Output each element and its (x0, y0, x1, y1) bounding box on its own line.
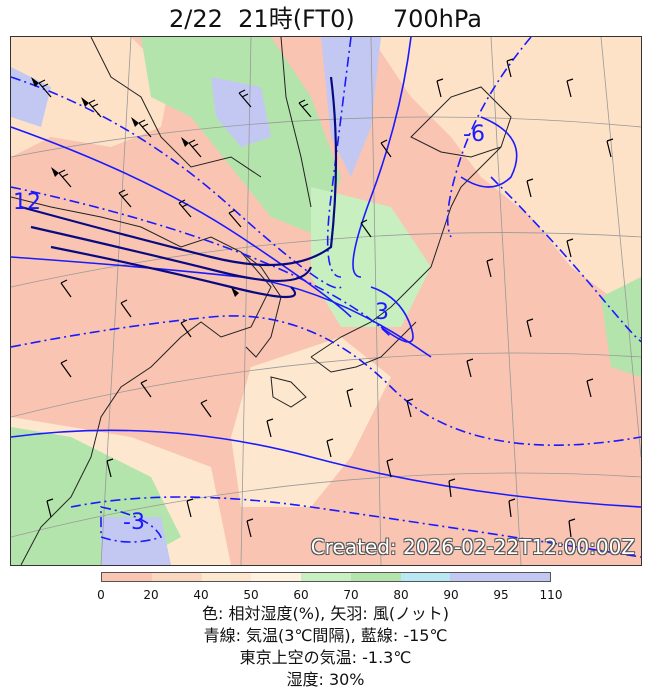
contour-label-minus3-center: 3 (375, 300, 389, 325)
legend-line-tokyo-temp: 東京上空の気温: -1.3℃ (239, 648, 412, 667)
colorbar-tick-label: 95 (493, 588, 509, 602)
contour-label-minus3-sw: -3 (123, 510, 145, 535)
colorbar-tick-label: 110 (539, 588, 563, 602)
colorbar-tick-label: 60 (293, 588, 309, 602)
minus15-contours (20, 76, 338, 299)
colorbar-segment (301, 573, 351, 581)
colorbar-tick-label: 0 (97, 588, 105, 602)
colorbar-ticks: 0 20 40 50 60 70 80 90 95 110 (0, 588, 651, 602)
wind-barb-pennants (31, 77, 239, 297)
humidity-colorbar (101, 572, 551, 582)
graticule (11, 37, 641, 565)
contour-label-12: 12 (13, 190, 41, 215)
colorbar-segment (400, 573, 451, 581)
colorbar-segment (500, 573, 550, 581)
humidity-zone-blue-sw (101, 517, 171, 565)
legend-line-humidity-wind: 色: 相対湿度(%), 矢羽: 風(ノット) (202, 604, 449, 623)
colorbar-segment (350, 573, 401, 581)
colorbar-tick-label: 40 (193, 588, 209, 602)
wind-barbs (38, 58, 614, 538)
legend-line-tokyo-humidity: 湿度: 30% (286, 670, 365, 689)
colorbar-tick-label: 90 (443, 588, 459, 602)
humidity-zone-green-c (311, 187, 431, 327)
colorbar-tick-label: 20 (143, 588, 159, 602)
humidity-zone-orange-nw (11, 37, 171, 157)
colorbar-segment (251, 573, 302, 581)
map-title: 2/22 21時(FT0) 700hPa (169, 5, 482, 33)
colorbar-segment (450, 573, 501, 581)
legend-line-contours: 青線: 気温(3℃間隔), 藍線: -15℃ (203, 626, 448, 645)
humidity-zone-orange-ne (371, 37, 641, 297)
humidity-zone-blue-n2 (211, 77, 271, 147)
colorbar-segment (151, 573, 202, 581)
colorbar-segment (102, 573, 152, 581)
colorbar-tick-label: 50 (243, 588, 259, 602)
colorbar-tick-label: 80 (393, 588, 409, 602)
weather-map: 12 -6 3 -3 Created: 2026-02-22T12:00:00Z (10, 36, 642, 566)
colorbar-segment (201, 573, 252, 581)
created-timestamp: Created: 2026-02-22T12:00:00Z (310, 535, 635, 559)
colorbar-tick-label: 70 (343, 588, 359, 602)
contour-label-minus6: -6 (463, 122, 485, 147)
